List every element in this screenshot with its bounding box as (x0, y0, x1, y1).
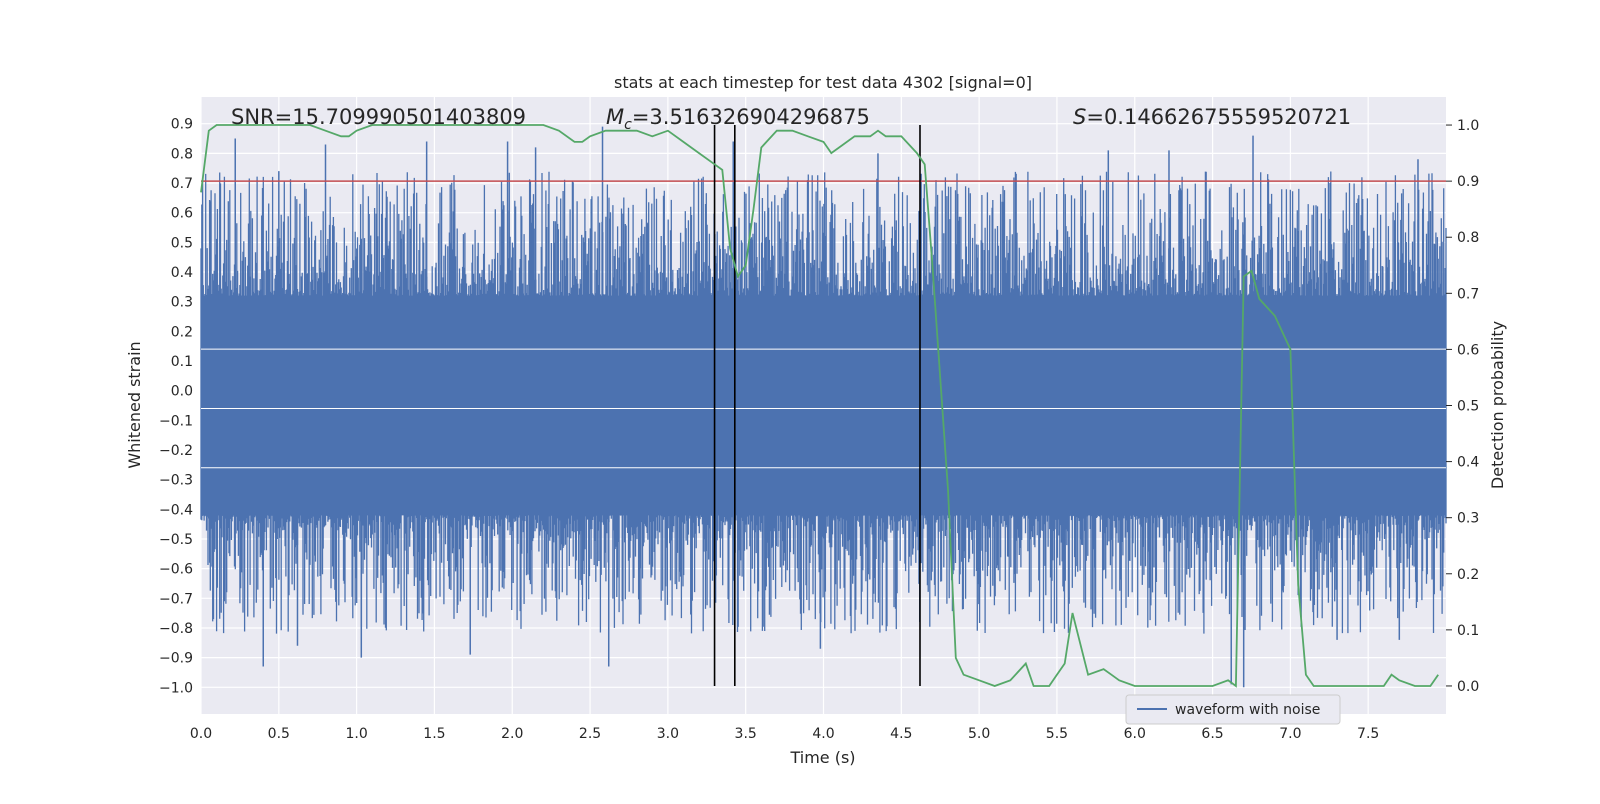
x-tick-label: 6.0 (1124, 726, 1146, 742)
y-left-tick-label: −0.4 (159, 502, 193, 518)
y-left-tick-label: −0.6 (159, 562, 193, 578)
chart-title: stats at each timestep for test data 430… (614, 73, 1032, 92)
y-left-tick-label: −0.5 (159, 532, 193, 548)
y-right-tick-label: 0.5 (1457, 399, 1479, 415)
x-tick-label: 7.0 (1279, 726, 1301, 742)
overlay-lines (201, 125, 1446, 686)
y-left-tick-label: 0.3 (171, 295, 193, 311)
y-right-tick-label: 0.1 (1457, 623, 1479, 639)
s-value: =0.14662675559520721 (1086, 105, 1351, 129)
y-axis-right-label: Detection probability (1488, 321, 1507, 489)
y-axis-left-label: Whitened strain (125, 341, 144, 468)
x-axis-label: Time (s) (789, 748, 855, 767)
x-tick-label: 0.5 (268, 726, 290, 742)
y-right-tick-label: 0.6 (1457, 342, 1479, 358)
x-tick-label: 6.5 (1201, 726, 1223, 742)
y-right-tick-label: 0.8 (1457, 230, 1479, 246)
y-right-tick-label: 1.0 (1457, 118, 1479, 134)
s-symbol: S (1073, 105, 1086, 129)
x-tick-label: 3.0 (657, 726, 679, 742)
y-right-tick-label: 0.0 (1457, 679, 1479, 695)
y-left-tick-label: −0.8 (159, 621, 193, 637)
y-left-tick-label: 0.1 (171, 354, 193, 370)
y-left-tick-label: 0.4 (171, 265, 193, 281)
y-right-tick-label: 0.2 (1457, 567, 1479, 583)
y-left-tick-label: −0.2 (159, 443, 193, 459)
y-left-tick-label: 0.5 (171, 235, 193, 251)
probability-series (200, 124, 1439, 688)
y-left-tick-label: 0.6 (171, 206, 193, 222)
waveform-core-band (201, 295, 1446, 516)
y-left-tick-label: −0.3 (159, 473, 193, 489)
mc-symbol: M (606, 105, 624, 129)
y-left-tick-label: 0.9 (171, 117, 193, 133)
probability-line (200, 124, 1439, 688)
x-tick-label: 2.5 (579, 726, 601, 742)
x-tick-label: 2.0 (501, 726, 523, 742)
y-left-tick-label: 0.2 (171, 324, 193, 340)
mc-subscript: c (624, 117, 632, 133)
s-annotation: S=0.14662675559520721 (1073, 105, 1351, 129)
y-left-tick-label: 0.7 (171, 176, 193, 192)
x-tick-label: 5.5 (1046, 726, 1068, 742)
y-left-tick-label: 0.8 (171, 146, 193, 162)
waveform-series (200, 126, 1447, 688)
y-left-tick-label: −0.1 (159, 413, 193, 429)
y-left-tick-label: −0.9 (159, 651, 193, 667)
x-tick-label: 4.5 (890, 726, 912, 742)
x-tick-label: 3.5 (735, 726, 757, 742)
axes: 0.0 0.5 1.0 1.5 2.0 2.5 3.0 3.5 4.0 4.5 5.0 5.5 6.0 6… (159, 117, 1479, 742)
y-right-tick-label: 0.7 (1457, 286, 1479, 302)
x-tick-label: 1.5 (423, 726, 445, 742)
mc-value: =3.516326904296875 (632, 105, 870, 129)
y-left-tick-label: −1.0 (159, 680, 193, 696)
x-tick-label: 5.0 (968, 726, 990, 742)
legend-box (1125, 694, 1341, 725)
legend-label: waveform with noise (1175, 702, 1320, 718)
chirp-mass-annotation: Mc=3.516326904296875 (606, 105, 870, 133)
legend: waveform with noise (1125, 694, 1341, 725)
x-tick-label: 7.5 (1357, 726, 1379, 742)
x-tick-label: 4.0 (812, 726, 834, 742)
x-tick-label: 1.0 (345, 726, 367, 742)
snr-annotation: SNR=15.709990501403809 (231, 105, 526, 129)
y-left-tick-label: −0.7 (159, 591, 193, 607)
y-right-tick-label: 0.3 (1457, 511, 1479, 527)
y-right-tick-label: 0.9 (1457, 174, 1479, 190)
x-tick-label: 0.0 (190, 726, 212, 742)
y-left-tick-label: 0.0 (171, 384, 193, 400)
y-right-tick-label: 0.4 (1457, 455, 1479, 471)
